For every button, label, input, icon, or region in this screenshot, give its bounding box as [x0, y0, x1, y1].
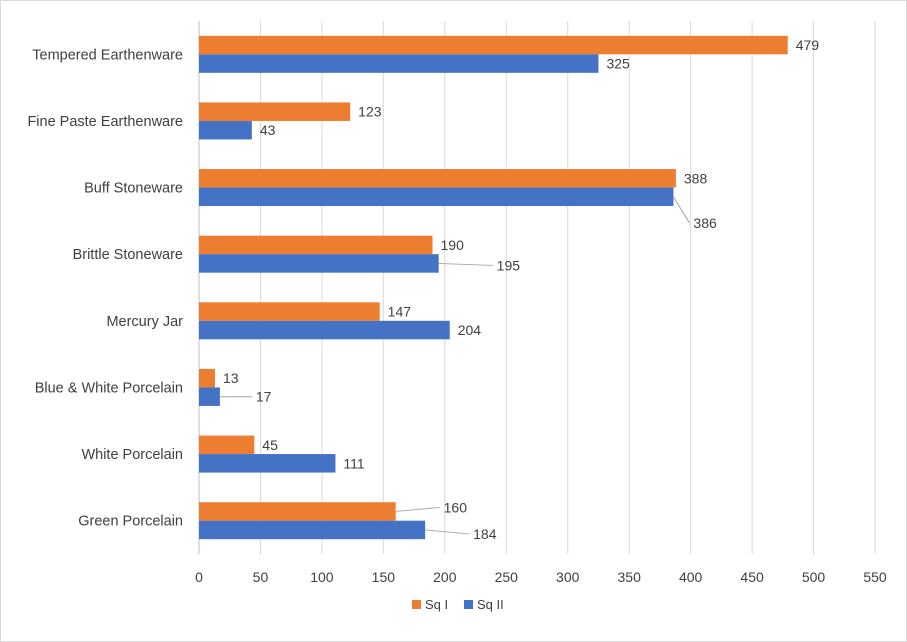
x-tick-label: 0 [195, 569, 203, 585]
bar-sq-i [199, 235, 433, 255]
x-tick-label: 450 [740, 569, 764, 585]
data-label: 204 [458, 322, 482, 338]
bars [199, 35, 788, 540]
data-label: 45 [262, 437, 278, 453]
category-label: White Porcelain [81, 447, 183, 463]
bar-sq-i [199, 169, 676, 188]
data-label: 160 [444, 499, 468, 515]
legend-swatch [412, 600, 421, 609]
data-label: 195 [497, 257, 521, 273]
category-label: Brittle Stoneware [73, 247, 183, 263]
legend-label: Sq I [425, 597, 448, 612]
data-label: 479 [796, 37, 820, 53]
data-label: 325 [606, 56, 630, 72]
bar-sq-ii [199, 254, 439, 273]
bar-sq-ii [199, 454, 336, 473]
data-label: 111 [343, 455, 364, 471]
x-tick-label: 300 [556, 569, 580, 585]
gridlines [198, 21, 876, 554]
bar-sq-i [199, 435, 255, 455]
x-tick-label: 250 [495, 569, 519, 585]
data-label: 17 [256, 389, 272, 405]
data-labels: 479 325 123 43 388 386 190 195 147 204 13 17 45 111 16… [219, 37, 820, 542]
bar-sq-ii [199, 387, 220, 406]
leader-line [425, 529, 470, 535]
x-tick-label: 500 [802, 569, 826, 585]
bar-sq-i [199, 102, 351, 121]
legend-item-sq-ii: Sq II [464, 597, 504, 612]
x-tick-label: 50 [253, 569, 269, 585]
data-label: 184 [473, 526, 497, 542]
bar-sq-i [199, 368, 215, 388]
category-label: Fine Paste Earthenware [27, 114, 183, 130]
data-label: 147 [388, 304, 412, 320]
legend-label: Sq II [477, 597, 504, 612]
category-label: Blue & White Porcelain [35, 380, 183, 396]
bar-sq-i [199, 302, 380, 321]
data-label: 43 [260, 122, 276, 138]
legend-item-sq-i: Sq I [412, 597, 448, 612]
x-tick-labels: 0 50 100 150 200 250 300 350 400 450 500 550 [195, 569, 887, 585]
leader-line [673, 196, 690, 224]
data-label: 123 [358, 104, 382, 120]
leader-line [395, 506, 440, 512]
x-tick-label: 550 [863, 569, 887, 585]
bar-sq-ii [199, 187, 674, 207]
bar-sq-i [199, 35, 788, 55]
category-labels: Tempered Earthenware Fine Paste Earthenwa… [27, 47, 183, 529]
legend-swatch [464, 600, 473, 609]
leader-line [438, 262, 493, 266]
data-label: 13 [223, 370, 239, 386]
x-tick-label: 200 [433, 569, 457, 585]
bar-sq-i [199, 502, 396, 521]
bar-sq-ii [199, 320, 450, 340]
bar-sq-ii [199, 54, 599, 73]
category-label: Green Porcelain [78, 514, 183, 530]
data-label: 386 [693, 215, 717, 231]
category-label: Tempered Earthenware [32, 47, 183, 63]
data-label: 388 [684, 170, 708, 186]
data-label: 190 [441, 237, 465, 253]
category-label: Mercury Jar [106, 314, 183, 330]
category-label: Buff Stoneware [84, 181, 183, 197]
bar-sq-ii [199, 120, 252, 140]
x-tick-label: 150 [372, 569, 396, 585]
x-tick-label: 100 [310, 569, 334, 585]
bar-sq-ii [199, 520, 426, 540]
x-tick-label: 350 [618, 569, 642, 585]
legend: Sq I Sq II [412, 597, 504, 612]
x-tick-label: 400 [679, 569, 703, 585]
